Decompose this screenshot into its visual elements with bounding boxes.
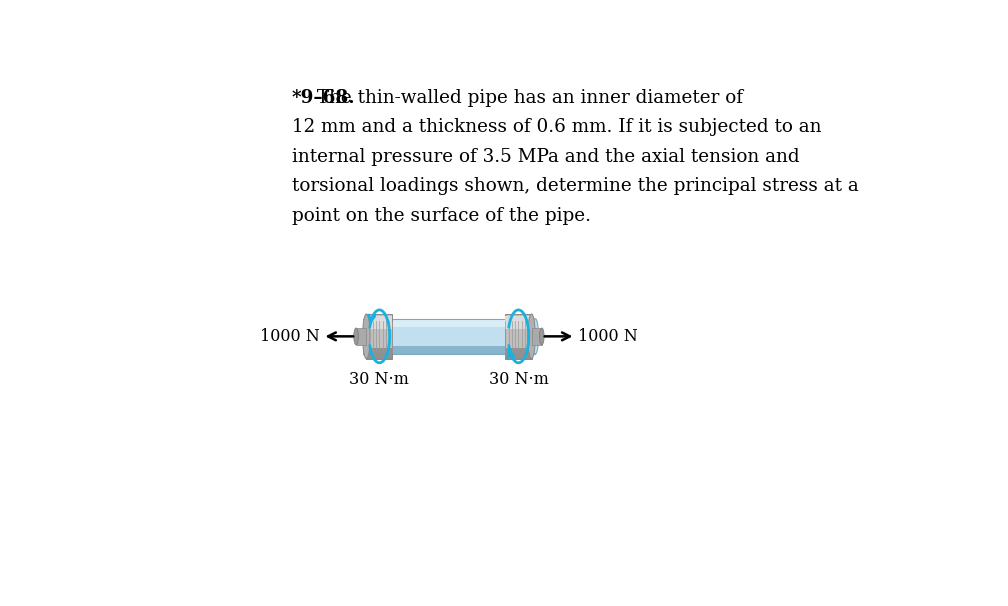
Ellipse shape (354, 328, 359, 345)
Polygon shape (366, 316, 392, 328)
Polygon shape (363, 319, 535, 327)
Polygon shape (505, 314, 531, 359)
Text: point on the surface of the pipe.: point on the surface of the pipe. (291, 207, 591, 225)
Polygon shape (363, 346, 535, 354)
Ellipse shape (528, 314, 535, 359)
Polygon shape (356, 328, 366, 345)
Polygon shape (505, 348, 531, 359)
Polygon shape (366, 348, 392, 359)
Text: internal pressure of 3.5 MPa and the axial tension and: internal pressure of 3.5 MPa and the axi… (291, 148, 799, 166)
Ellipse shape (532, 319, 538, 354)
Text: The thin-walled pipe has an inner diameter of: The thin-walled pipe has an inner diamet… (310, 89, 743, 107)
Polygon shape (363, 319, 535, 354)
Ellipse shape (363, 314, 370, 359)
Text: *9–68.: *9–68. (291, 89, 355, 107)
Polygon shape (505, 316, 531, 328)
Text: 1000 N: 1000 N (260, 328, 321, 345)
Ellipse shape (539, 328, 544, 345)
Polygon shape (366, 314, 392, 359)
Text: 30 N·m: 30 N·m (350, 371, 409, 388)
Polygon shape (531, 328, 541, 345)
Text: 12 mm and a thickness of 0.6 mm. If it is subjected to an: 12 mm and a thickness of 0.6 mm. If it i… (291, 118, 822, 136)
Text: 1000 N: 1000 N (578, 328, 637, 345)
Text: 30 N·m: 30 N·m (489, 371, 548, 388)
Text: torsional loadings shown, determine the principal stress at a: torsional loadings shown, determine the … (291, 177, 859, 195)
